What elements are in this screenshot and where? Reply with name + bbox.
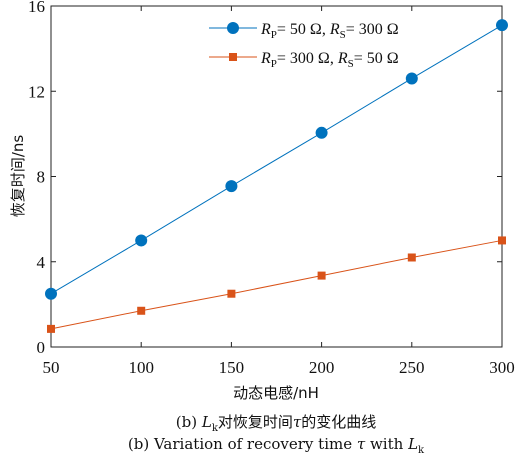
data-point-s2-5 [498, 236, 506, 245]
caption-1-mid: 对恢复时间 [218, 413, 293, 431]
series-line-2 [50, 239, 503, 330]
data-point-s2-3 [317, 271, 326, 280]
legend-2-s2: S [348, 58, 354, 70]
x-tick-labels: 50 100 150 200 250 300 [43, 358, 515, 377]
series-group [45, 19, 508, 333]
caption-2-L: L [407, 435, 418, 453]
caption-2-Lsub: k [418, 445, 425, 456]
legend-2-s1: P [271, 58, 277, 70]
caption-2-mid: with [365, 435, 408, 453]
caption-1-tau: τ [293, 413, 302, 431]
data-point-s1-2 [225, 180, 238, 193]
legend-1-r2: R [329, 21, 340, 38]
data-point-s1-5 [496, 19, 508, 32]
data-point-s2-0 [47, 324, 55, 333]
y-tick-labels: 0 4 8 12 16 [28, 0, 46, 357]
x-tick-label-1: 100 [128, 358, 154, 377]
y-tick-label-0: 0 [37, 338, 46, 357]
caption-line-2: (b) Variation of recovery time τ with Lk [128, 435, 425, 456]
legend-2-r2: R [337, 50, 348, 67]
legend-2-r1: R [260, 50, 271, 67]
legend: RP= 50 Ω, RS= 300 Ω RP= 300 Ω, RS= 50 Ω [209, 21, 399, 70]
caption-1-Lsub: k [212, 423, 219, 434]
legend-2-t1: = 300 Ω, [277, 50, 338, 67]
data-point-s1-1 [135, 234, 148, 247]
data-point-s1-0 [45, 287, 57, 300]
legend-1-r1: R [260, 21, 271, 38]
legend-1-s1: P [271, 29, 277, 41]
legend-label-series-1: RP= 50 Ω, RS= 300 Ω [260, 21, 399, 41]
x-tick-label-3: 200 [309, 358, 335, 377]
x-tick-label-4: 250 [399, 358, 425, 377]
x-tick-label-5: 300 [489, 358, 515, 377]
legend-label-series-2: RP= 300 Ω, RS= 50 Ω [260, 50, 399, 70]
data-point-s2-1 [137, 306, 146, 315]
axis-ticks [50, 5, 503, 348]
y-axis-label: 恢复时间/ns [9, 135, 27, 218]
legend-marker-series-1 [227, 22, 239, 34]
caption-1-post: 的变化曲线 [301, 413, 376, 431]
legend-2-t2: = 50 Ω [354, 50, 399, 67]
caption-1-pre: (b) [176, 413, 202, 431]
caption-2-pre: (b) Variation of recovery time [128, 435, 357, 453]
caption-line-1: (b) Lk对恢复时间τ的变化曲线 [176, 413, 376, 434]
series-line-1 [50, 24, 503, 295]
y-tick-label-2: 8 [37, 168, 46, 187]
legend-1-t2: = 300 Ω [346, 21, 399, 38]
data-point-s2-2 [227, 289, 236, 298]
data-point-s2-4 [407, 253, 416, 262]
legend-marker-series-2 [229, 53, 237, 61]
caption-2-tau: τ [357, 435, 366, 453]
y-tick-label-3: 12 [28, 82, 45, 101]
caption-1-L: L [201, 413, 212, 431]
legend-1-t1: = 50 Ω, [277, 21, 330, 38]
data-point-s1-4 [405, 72, 418, 85]
x-tick-label-2: 150 [219, 358, 245, 377]
x-axis-label: 动态电感/nH [233, 384, 319, 402]
data-point-s1-3 [315, 126, 328, 139]
y-tick-label-4: 16 [28, 0, 45, 16]
y-tick-label-1: 4 [37, 253, 46, 272]
legend-1-s2: S [340, 29, 346, 41]
x-tick-label-0: 50 [43, 358, 60, 377]
